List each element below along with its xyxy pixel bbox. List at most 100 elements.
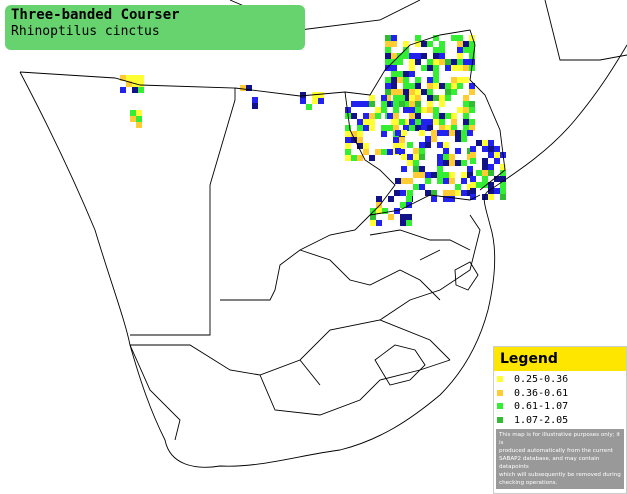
atlas-cell (451, 89, 457, 95)
atlas-cell (488, 164, 494, 170)
atlas-cell (470, 194, 476, 200)
atlas-cell (488, 152, 494, 158)
atlas-cell (312, 98, 318, 104)
atlas-cell (443, 142, 449, 148)
atlas-cell (400, 202, 406, 208)
atlas-cell (391, 41, 397, 47)
atlas-cell (469, 125, 475, 131)
atlas-cell (431, 136, 437, 142)
atlas-cell (469, 101, 475, 107)
atlas-cell (461, 136, 467, 142)
atlas-cell (451, 83, 457, 89)
atlas-cell (488, 170, 494, 176)
atlas-cell (439, 53, 445, 59)
atlas-cell (391, 65, 397, 71)
legend-item: 0.61-1.07 (494, 400, 626, 414)
atlas-cell (463, 101, 469, 107)
atlas-cell (433, 107, 439, 113)
atlas-cell (403, 125, 409, 131)
atlas-cell (467, 166, 473, 172)
atlas-cell (306, 104, 312, 110)
atlas-cell (494, 152, 500, 158)
atlas-cell (455, 160, 461, 166)
atlas-cell (388, 196, 394, 202)
atlas-cell (351, 137, 357, 143)
atlas-cell (463, 107, 469, 113)
atlas-cell (439, 113, 445, 119)
atlas-cell (457, 107, 463, 113)
atlas-cell (455, 148, 461, 154)
atlas-cell (433, 95, 439, 101)
atlas-cell (500, 182, 506, 188)
atlas-cell (132, 75, 138, 81)
atlas-cell (415, 95, 421, 101)
atlas-cell (391, 71, 397, 77)
atlas-cell (439, 119, 445, 125)
atlas-cell (437, 178, 443, 184)
atlas-cell (345, 137, 351, 143)
legend-label: 0.25-0.36 (514, 374, 569, 385)
atlas-cell (445, 95, 451, 101)
disclaimer-line: produced automatically from the current (499, 448, 613, 454)
atlas-cell (449, 178, 455, 184)
atlas-cell (363, 101, 369, 107)
atlas-cell (406, 214, 412, 220)
atlas-cell (409, 119, 415, 125)
atlas-cell (488, 140, 494, 146)
atlas-cell (357, 101, 363, 107)
atlas-cell (433, 77, 439, 83)
border (229, 0, 627, 301)
atlas-cell (357, 125, 363, 131)
legend-swatch (497, 416, 503, 423)
atlas-cell (427, 125, 433, 131)
atlas-cell (385, 35, 391, 41)
atlas-cell (393, 95, 399, 101)
atlas-cell (409, 71, 415, 77)
legend-label: 1.07-2.05 (514, 414, 569, 426)
legend: Legend 0.25-0.36 0.36-0.61 0.61-1.07 1.07-2… (493, 346, 627, 494)
atlas-cell (240, 85, 246, 91)
atlas-cell (136, 116, 142, 122)
atlas-cell (387, 149, 393, 155)
atlas-cell (425, 190, 431, 196)
atlas-cell (381, 95, 387, 101)
atlas-cell (397, 53, 403, 59)
atlas-cell (437, 130, 443, 136)
atlas-cell (385, 101, 391, 107)
atlas-cell (351, 113, 357, 119)
atlas-cell (363, 119, 369, 125)
atlas-cell (457, 35, 463, 41)
atlas-cell (500, 188, 506, 194)
atlas-cell (403, 95, 409, 101)
atlas-cell (376, 202, 382, 208)
atlas-cell (457, 65, 463, 71)
atlas-cell (393, 107, 399, 113)
atlas-cell (415, 35, 421, 41)
atlas-cell (413, 148, 419, 154)
atlas-cell (399, 143, 405, 149)
atlas-cell (385, 41, 391, 47)
atlas-cell (415, 125, 421, 131)
atlas-cell (470, 158, 476, 164)
atlas-cell (413, 160, 419, 166)
atlas-cell (394, 208, 400, 214)
atlas-cell (370, 208, 376, 214)
atlas-cell (469, 119, 475, 125)
atlas-cell (427, 59, 433, 65)
atlas-cell (439, 47, 445, 53)
title: Three-banded Courser (11, 7, 180, 23)
atlas-cell (401, 166, 407, 172)
atlas-cell (467, 130, 473, 136)
atlas-cell (375, 113, 381, 119)
atlas-cell (413, 154, 419, 160)
atlas-cell (138, 87, 144, 93)
atlas-cell (381, 149, 387, 155)
atlas-cell (126, 81, 132, 87)
legend-swatch (497, 376, 503, 382)
atlas-cell (409, 125, 415, 131)
atlas-cell (457, 77, 463, 83)
atlas-cell (138, 81, 144, 87)
atlas-cell (419, 142, 425, 148)
atlas-cell (413, 172, 419, 178)
atlas-cell (427, 65, 433, 71)
